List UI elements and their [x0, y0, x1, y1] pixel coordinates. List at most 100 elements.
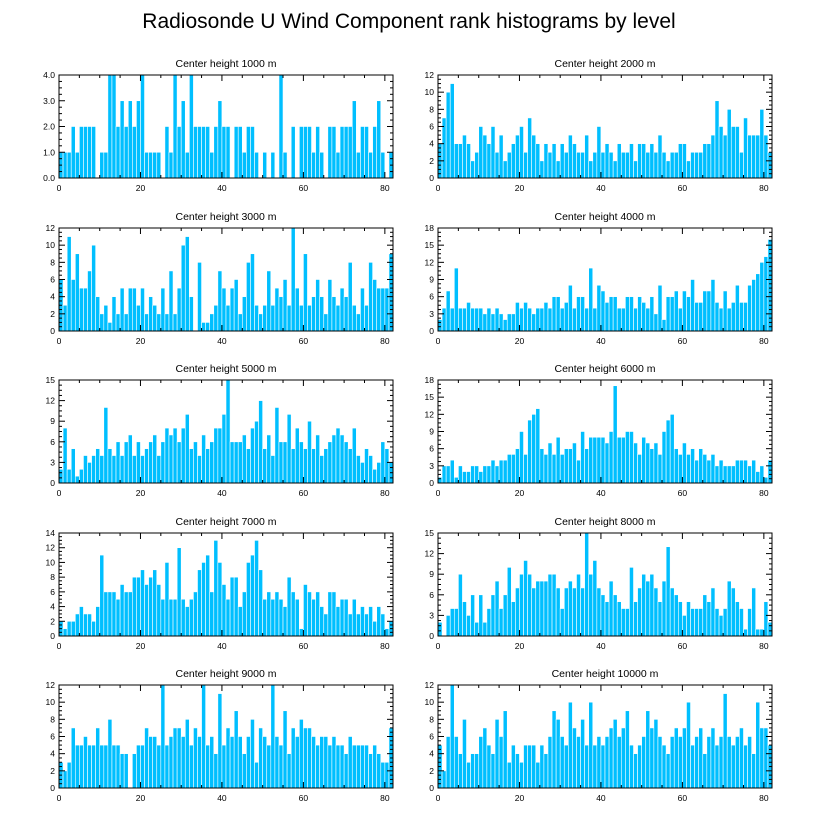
histogram-bar — [759, 465, 765, 484]
histogram-bar — [498, 736, 504, 789]
histogram-bar — [241, 434, 247, 484]
histogram-bar — [547, 736, 553, 789]
histogram-bar — [99, 313, 105, 332]
histogram-bar — [62, 628, 68, 637]
histogram-bar — [221, 287, 227, 332]
histogram-bar — [645, 442, 651, 484]
histogram-bar — [478, 736, 484, 789]
y-tick-label: 15 — [425, 240, 435, 250]
histogram-bar — [180, 598, 186, 637]
histogram-bar — [156, 744, 162, 789]
histogram-bar — [686, 701, 691, 789]
histogram-bar — [506, 151, 512, 179]
x-tick-label: 0 — [57, 641, 62, 651]
histogram-bar — [87, 744, 92, 789]
histogram-bar — [559, 143, 565, 179]
histogram-bar — [339, 126, 345, 179]
y-tick-label: 12 — [46, 396, 56, 406]
histogram-bar — [197, 736, 202, 789]
histogram-bar — [470, 594, 475, 637]
histogram-bar — [266, 744, 272, 789]
histogram-bar — [376, 100, 382, 179]
histogram-bar — [527, 573, 532, 637]
histogram-bar — [543, 302, 549, 332]
histogram-bar — [519, 573, 524, 637]
histogram-bar — [482, 727, 488, 789]
histogram-bar — [384, 761, 390, 789]
x-tick-label: 80 — [380, 183, 390, 193]
histogram-bar — [678, 454, 683, 484]
y-tick-label: 12 — [46, 223, 56, 233]
histogram-bar — [172, 427, 178, 484]
histogram-bar — [515, 753, 520, 789]
histogram-bar — [189, 296, 194, 332]
histogram-panel: Center height 8000 m 0 20 40 60 80 0 3 6 9 12 15 — [425, 516, 773, 651]
histogram-bar — [462, 719, 467, 789]
x-tick-label: 80 — [759, 488, 769, 498]
histogram-bar — [172, 598, 178, 637]
histogram-bar — [539, 160, 545, 179]
histogram-bar — [127, 287, 133, 332]
histogram-bar — [107, 719, 113, 789]
histogram-bar — [763, 601, 769, 637]
histogram-bar — [751, 279, 757, 332]
histogram-bar — [299, 719, 304, 789]
y-tick-label: 4 — [50, 749, 55, 759]
histogram-bar — [478, 594, 484, 637]
histogram-bar — [551, 573, 557, 637]
histogram-bar — [262, 598, 268, 637]
x-tick-label: 40 — [217, 488, 227, 498]
histogram-bar — [356, 455, 361, 484]
histogram-bar — [625, 608, 630, 637]
histogram-bar — [641, 573, 647, 637]
histogram-bar — [74, 613, 80, 637]
histogram-bar — [511, 143, 516, 179]
histogram-bar — [706, 736, 712, 789]
histogram-bar — [502, 160, 508, 179]
histogram-bar — [449, 307, 455, 332]
histogram-bar — [445, 290, 451, 332]
histogram-bar — [751, 459, 757, 484]
y-tick-label: 18 — [425, 375, 435, 385]
histogram-bar — [262, 304, 268, 332]
histogram-bar — [270, 304, 276, 332]
histogram-bar — [515, 302, 520, 332]
histogram-bar — [319, 455, 325, 484]
histogram-bar — [702, 454, 708, 484]
panel-title: Center height 6000 m — [555, 363, 656, 375]
histogram-bar — [241, 591, 247, 637]
y-tick-label: 0 — [429, 783, 434, 793]
histogram-bar — [698, 151, 704, 179]
histogram-bar — [498, 313, 504, 332]
histogram-bar — [168, 736, 174, 789]
histogram-bar — [327, 279, 333, 332]
histogram-bar — [726, 580, 732, 637]
x-tick-label: 40 — [596, 793, 606, 803]
histogram-bar — [152, 569, 158, 637]
histogram-bar — [356, 313, 361, 332]
histogram-bar — [604, 736, 610, 789]
panel-grid: Center height 1000 m0 20 40 60 800.01.02.03.… — [43, 58, 773, 803]
histogram-bar — [682, 442, 687, 484]
histogram-bar — [172, 74, 178, 179]
histogram-bar — [649, 573, 655, 637]
histogram-bar — [335, 427, 341, 484]
y-tick-label: 12 — [425, 549, 435, 559]
histogram-bar — [669, 587, 675, 637]
histogram-bar — [494, 719, 500, 789]
histogram-bar — [759, 262, 765, 332]
histogram-bar — [682, 615, 687, 637]
histogram-bar — [486, 465, 492, 484]
histogram-bar — [189, 74, 194, 179]
histogram-bar — [270, 455, 276, 484]
histogram-bar — [132, 126, 137, 179]
histogram-bar — [79, 126, 84, 179]
histogram-bar — [225, 727, 231, 789]
histogram-bar — [462, 134, 467, 179]
y-tick-label: 12 — [46, 543, 56, 553]
histogram-bar — [726, 109, 732, 179]
histogram-bar — [657, 736, 663, 789]
histogram-bar — [661, 431, 667, 484]
histogram-bar — [127, 591, 133, 637]
histogram-bar — [360, 606, 365, 637]
